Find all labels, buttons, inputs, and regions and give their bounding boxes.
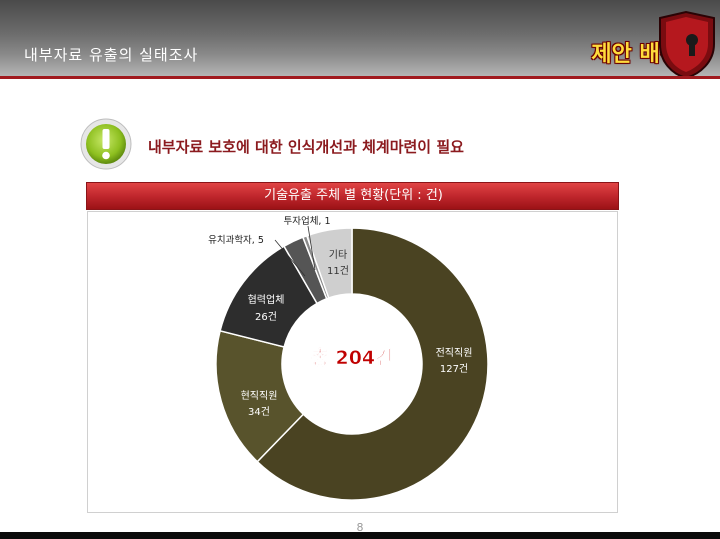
exclamation-icon (80, 118, 132, 170)
chart-frame (87, 211, 618, 513)
chart-title-bar: 기술유출 주체 별 현황(단위 : 건) (86, 182, 619, 210)
shield-lock-icon (659, 10, 715, 80)
header-banner: 내부자료 유출의 실태조사 제안 배경 (0, 0, 720, 80)
page-title: 내부자료 유출의 실태조사 (24, 46, 199, 64)
page-number: 8 (356, 521, 364, 534)
header-divider (0, 76, 720, 79)
chart-title-text: 기술유출 주체 별 현황(단위 : 건) (264, 188, 443, 203)
section-subtitle: 내부자료 보호에 대한 인식개선과 체계마련이 필요 (148, 138, 464, 156)
bottom-bar (0, 532, 720, 539)
